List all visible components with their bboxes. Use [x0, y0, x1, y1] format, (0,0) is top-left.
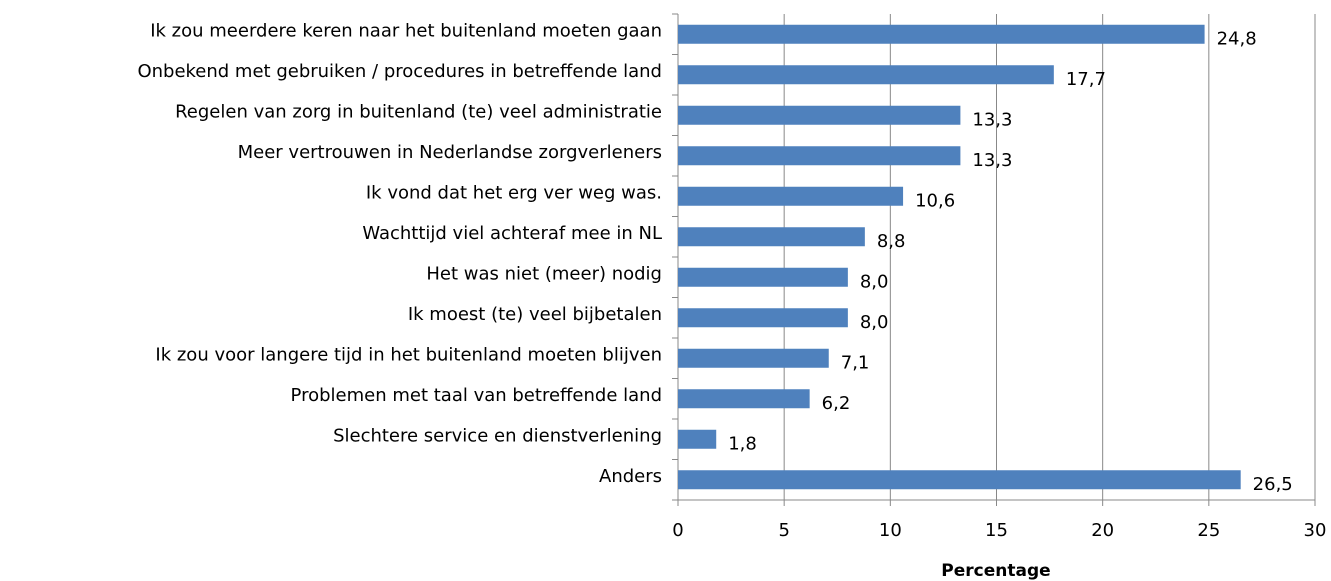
data-label: 6,2: [822, 393, 851, 414]
y-tick-label: Ik zou voor langere tijd in het buitenla…: [155, 344, 662, 365]
bar: [678, 308, 848, 328]
data-label: 8,0: [860, 271, 889, 292]
x-axis-label: Percentage: [941, 561, 1050, 581]
y-tick-label: Wachttijd viel achteraf mee in NL: [362, 223, 662, 244]
data-label: 7,1: [841, 352, 870, 373]
bar: [678, 24, 1205, 44]
y-tick-label: Ik moest (te) veel bijbetalen: [408, 304, 662, 325]
x-tick-label: 30: [1304, 520, 1327, 541]
data-label: 13,3: [972, 150, 1012, 171]
bar: [678, 348, 829, 368]
bar: [678, 105, 961, 125]
data-label: 8,8: [877, 231, 906, 252]
data-label: 24,8: [1217, 28, 1257, 49]
y-tick-label: Ik zou meerdere keren naar het buitenlan…: [150, 20, 662, 41]
data-label: 8,0: [860, 312, 889, 333]
data-label: 10,6: [915, 190, 955, 211]
bar: [678, 186, 904, 206]
y-tick-label: Ik vond dat het erg ver weg was.: [366, 182, 662, 203]
x-tick-label: 10: [879, 520, 902, 541]
bar: [678, 470, 1241, 490]
data-label: 26,5: [1253, 474, 1293, 495]
bar: [678, 65, 1054, 85]
x-tick-label: 20: [1091, 520, 1114, 541]
y-tick-label: Anders: [599, 466, 662, 487]
bar: [678, 146, 961, 166]
data-label: 17,7: [1066, 69, 1106, 90]
data-label: 1,8: [728, 433, 757, 454]
x-tick-label: 25: [1197, 520, 1220, 541]
x-tick-label: 15: [985, 520, 1008, 541]
y-tick-label: Slechtere service en dienstverlening: [333, 425, 662, 446]
bar: [678, 227, 865, 247]
bar: [678, 429, 717, 449]
y-tick-label: Problemen met taal van betreffende land: [291, 385, 662, 406]
y-tick-label: Onbekend met gebruiken / procedures in b…: [137, 61, 662, 82]
bar: [678, 389, 810, 409]
y-tick-label: Het was niet (meer) nodig: [426, 263, 662, 284]
x-tick-label: 5: [778, 520, 789, 541]
y-tick-label: Regelen van zorg in buitenland (te) veel…: [175, 101, 662, 122]
data-label: 13,3: [972, 109, 1012, 130]
y-tick-label: Meer vertrouwen in Nederlandse zorgverle…: [238, 142, 662, 163]
x-tick-label: 0: [672, 520, 683, 541]
bar: [678, 267, 848, 287]
